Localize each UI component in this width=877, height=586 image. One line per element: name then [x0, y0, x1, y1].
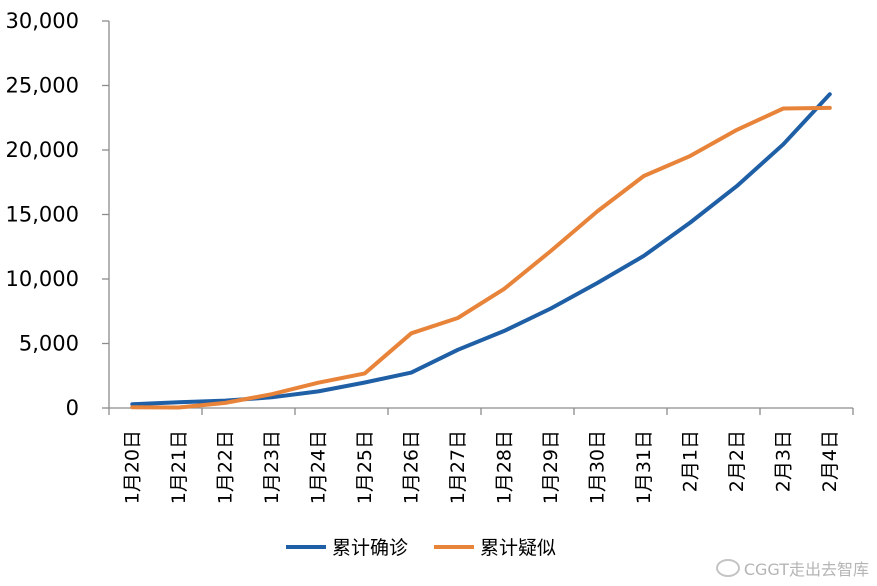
data-point — [828, 93, 831, 96]
y-tick-label: 25,000 — [6, 74, 79, 98]
x-tick-label: 1月23日 — [261, 430, 283, 504]
data-point — [596, 281, 599, 285]
data-point — [224, 401, 227, 405]
x-tick-label: 1月29日 — [540, 430, 562, 504]
data-point — [735, 184, 738, 188]
data-point — [735, 128, 738, 132]
y-axis: 0 5,000 10,000 15,000 20,000 25,000 30,000 — [6, 9, 110, 420]
data-point — [503, 329, 506, 333]
line-chart: 0 5,000 10,000 15,000 20,000 25,000 30,000 1月2… — [6, 9, 854, 504]
data-point — [456, 348, 459, 351]
data-point — [317, 381, 320, 384]
data-point — [549, 307, 552, 310]
weibo-icon — [715, 559, 740, 577]
data-point — [410, 371, 413, 374]
data-point — [782, 143, 785, 146]
data-point — [642, 174, 645, 178]
legend: 累计确诊 累计疑似 — [286, 533, 582, 560]
data-point — [177, 401, 180, 404]
y-tick-label: 10,000 — [6, 267, 79, 291]
data-point — [363, 372, 366, 375]
data-point — [270, 392, 273, 396]
y-tick-label: 0 — [66, 396, 79, 420]
data-point — [828, 106, 831, 110]
watermark-text: CGGT走出去智库 — [743, 560, 869, 579]
x-tick-label: 2月1日 — [679, 430, 701, 492]
x-tick-label: 2月4日 — [819, 430, 841, 492]
data-point — [503, 287, 506, 291]
legend-item-confirmed: 累计确诊 — [286, 533, 408, 560]
data-point — [689, 154, 692, 158]
y-tick-label: 5,000 — [19, 332, 79, 356]
x-axis: 1月20日 1月21日 1月22日 1月23日 1月24日 1月25日 1月26日 1月27日… — [108, 407, 854, 504]
x-tick-label: 2月3日 — [772, 430, 794, 492]
legend-item-suspected: 累计疑似 — [434, 533, 556, 560]
data-point — [177, 406, 180, 409]
x-tick-label: 1月30日 — [586, 430, 608, 504]
x-tick-label: 1月28日 — [493, 430, 515, 504]
x-tick-label: 2月2日 — [726, 430, 748, 492]
x-tick-label: 1月27日 — [447, 430, 469, 504]
y-tick-label: 20,000 — [6, 138, 79, 162]
series-line-confirmed — [130, 92, 832, 407]
x-tick-label: 1月20日 — [121, 430, 143, 504]
x-tick-label: 1月21日 — [168, 430, 190, 504]
x-tick-label: 1月24日 — [307, 430, 329, 504]
legend-swatch-confirmed — [286, 544, 326, 549]
y-tick-label: 15,000 — [6, 203, 79, 227]
series-layer — [130, 92, 832, 410]
watermark: CGGT走出去智库 — [715, 556, 869, 580]
data-point — [689, 221, 692, 224]
data-point — [782, 107, 785, 110]
legend-label-confirmed: 累计确诊 — [332, 537, 409, 559]
data-point — [456, 316, 459, 320]
data-point — [131, 406, 134, 409]
legend-swatch-suspected — [434, 544, 475, 549]
x-tick-label: 1月22日 — [214, 430, 236, 504]
data-point — [270, 396, 273, 399]
legend-label-suspected: 累计疑似 — [480, 537, 557, 559]
y-tick-label: 30,000 — [6, 9, 79, 33]
data-point — [549, 249, 552, 253]
data-point — [363, 381, 366, 384]
series-line-suspected — [130, 105, 832, 410]
x-tick-label: 1月25日 — [354, 430, 376, 504]
data-point — [317, 390, 320, 393]
data-point — [131, 403, 134, 406]
data-point — [642, 254, 645, 258]
data-point — [410, 332, 413, 335]
data-point — [596, 210, 599, 213]
x-tick-label: 1月31日 — [633, 430, 655, 504]
x-tick-label: 1月26日 — [400, 430, 422, 504]
